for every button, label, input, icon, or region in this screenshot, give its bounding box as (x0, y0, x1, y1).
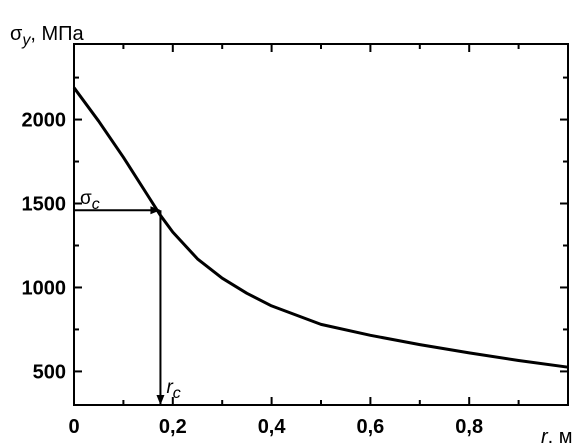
plot-area (73, 43, 569, 406)
r-c-arrowhead (156, 395, 165, 405)
r-c-subscript: c (173, 385, 181, 402)
y-axis: 500 1000 1500 2000 (22, 76, 568, 383)
y-tick-label: 2000 (22, 110, 67, 132)
x-tick-label: 0 (68, 416, 79, 438)
r-c-symbol: r (166, 377, 173, 398)
y-axis-title: σy, МПа (10, 23, 84, 49)
y-tick-label: 1000 (22, 277, 67, 299)
x-tick-label: 0,2 (159, 416, 187, 438)
x-axis-title: r, м (541, 426, 573, 443)
sigma-c-symbol: σ (80, 188, 92, 209)
y-tick-label: 1500 (22, 194, 67, 216)
x-axis: 0 0,2 0,4 0,6 0,8 (68, 44, 569, 438)
sigma-c-arrowhead (150, 206, 161, 215)
y-tick-label: 500 (33, 361, 66, 383)
series-line (72, 86, 569, 369)
x-tick-label: 0,6 (356, 416, 384, 438)
sigma-c-label: σc (80, 188, 100, 213)
sigma-c-subscript: c (92, 196, 100, 213)
series-group (72, 86, 569, 369)
x-tick-label: 0,8 (455, 416, 483, 438)
x-tick-label: 0,4 (258, 416, 287, 438)
r-c-label: rc (166, 377, 180, 402)
plot-frame (73, 43, 569, 406)
